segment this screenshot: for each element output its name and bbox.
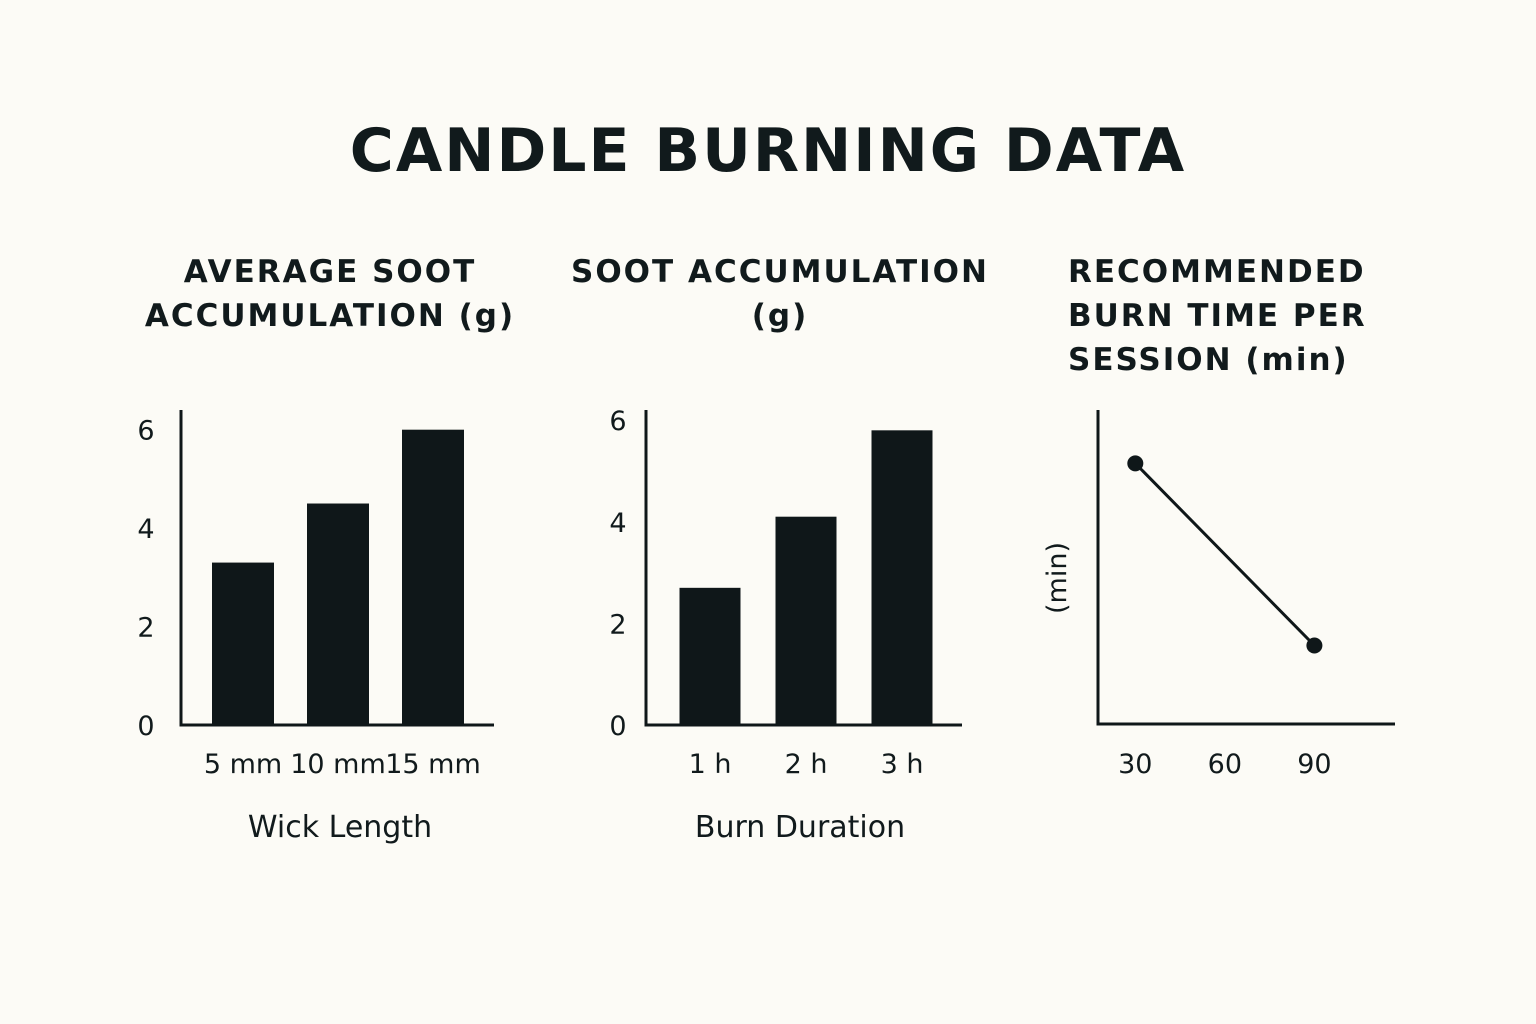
- bar-2-h: [775, 516, 837, 725]
- y-tick-label: 2: [137, 613, 154, 644]
- x-tick-label: 90: [1297, 749, 1331, 780]
- burn-duration-bar-chart: 0 2 4 6 1 h 2 h 3 h Burn Duration: [609, 406, 962, 845]
- y-tick-label: 6: [137, 416, 154, 447]
- bar-5-mm: [212, 562, 274, 725]
- x-tick-label: 5 mm: [204, 749, 282, 780]
- chart1-title-line2: ACCUMULATION (g): [144, 298, 516, 334]
- chart1-title: AVERAGE SOOT ACCUMULATION (g): [130, 250, 530, 338]
- chart3-title: RECOMMENDED BURN TIME PER SESSION (min): [1068, 250, 1398, 382]
- bar-3-h: [871, 430, 933, 725]
- y-tick-label: 4: [609, 508, 626, 539]
- x-tick-label: 10 mm: [290, 749, 386, 780]
- burn-time-line-chart: 30 60 90 (min): [1042, 410, 1395, 780]
- wick-length-bar-chart: 0 2 4 6 5 mm 10 mm 15 mm Wick Length: [137, 410, 494, 845]
- data-point: [1127, 455, 1144, 472]
- chart2-title-line2: (g): [751, 298, 809, 334]
- x-tick-label: 1 h: [689, 749, 732, 780]
- chart3-title-line2: BURN TIME PER: [1068, 298, 1367, 334]
- y-tick-label: 0: [609, 711, 626, 742]
- x-tick-label: 30: [1118, 749, 1152, 780]
- x-tick-label: 3 h: [881, 749, 924, 780]
- main-title: CANDLE BURNING DATA: [349, 116, 1187, 186]
- y-tick-label: 2: [609, 609, 626, 640]
- chart2-title-line1: SOOT ACCUMULATION: [571, 254, 989, 290]
- chart1-title-line1: AVERAGE SOOT: [183, 254, 477, 290]
- x-tick-label: 15 mm: [385, 749, 481, 780]
- y-tick-label: 0: [137, 711, 154, 742]
- chart3-title-line1: RECOMMENDED: [1068, 254, 1366, 290]
- x-tick-label: 2 h: [785, 749, 828, 780]
- bar-10-mm: [307, 503, 369, 725]
- bar-15-mm: [402, 429, 464, 725]
- data-point: [1306, 637, 1323, 654]
- y-tick-label: 6: [609, 406, 626, 437]
- x-tick-label: 60: [1208, 749, 1242, 780]
- x-axis-label: Wick Length: [248, 810, 432, 845]
- chart3-title-line3: SESSION (min): [1068, 342, 1349, 378]
- series-line: [1134, 462, 1316, 647]
- x-axis-label: Burn Duration: [695, 810, 905, 845]
- bar-1-h: [679, 587, 741, 725]
- y-tick-label: 4: [137, 514, 154, 545]
- y-axis-label: (min): [1042, 542, 1073, 614]
- chart2-title: SOOT ACCUMULATION (g): [565, 250, 995, 338]
